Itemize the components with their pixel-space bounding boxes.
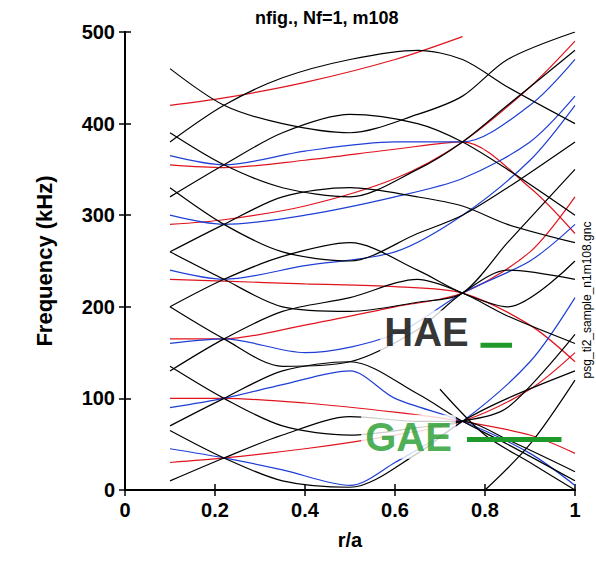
svg-text:200: 200 (82, 296, 115, 318)
svg-text:300: 300 (82, 204, 115, 226)
svg-text:1: 1 (569, 499, 580, 521)
svg-text:500: 500 (82, 21, 115, 43)
svg-text:100: 100 (82, 387, 115, 409)
svg-text:Frequency (kHz): Frequency (kHz) (32, 175, 57, 346)
svg-text:0.4: 0.4 (291, 499, 320, 521)
svg-text:400: 400 (82, 113, 115, 135)
svg-text:nfig., Nf=1, m108: nfig., Nf=1, m108 (255, 8, 399, 28)
svg-text:r/a: r/a (338, 529, 363, 551)
svg-text:0.6: 0.6 (381, 499, 409, 521)
svg-text:HAE: HAE (384, 310, 468, 354)
svg-text:0.8: 0.8 (471, 499, 499, 521)
svg-text:psg_ti2_sample_n1m108.gnc: psg_ti2_sample_n1m108.gnc (580, 222, 594, 379)
svg-text:0: 0 (104, 479, 115, 501)
svg-text:0: 0 (119, 499, 130, 521)
svg-text:0.2: 0.2 (201, 499, 229, 521)
svg-text:GAE: GAE (365, 415, 452, 459)
